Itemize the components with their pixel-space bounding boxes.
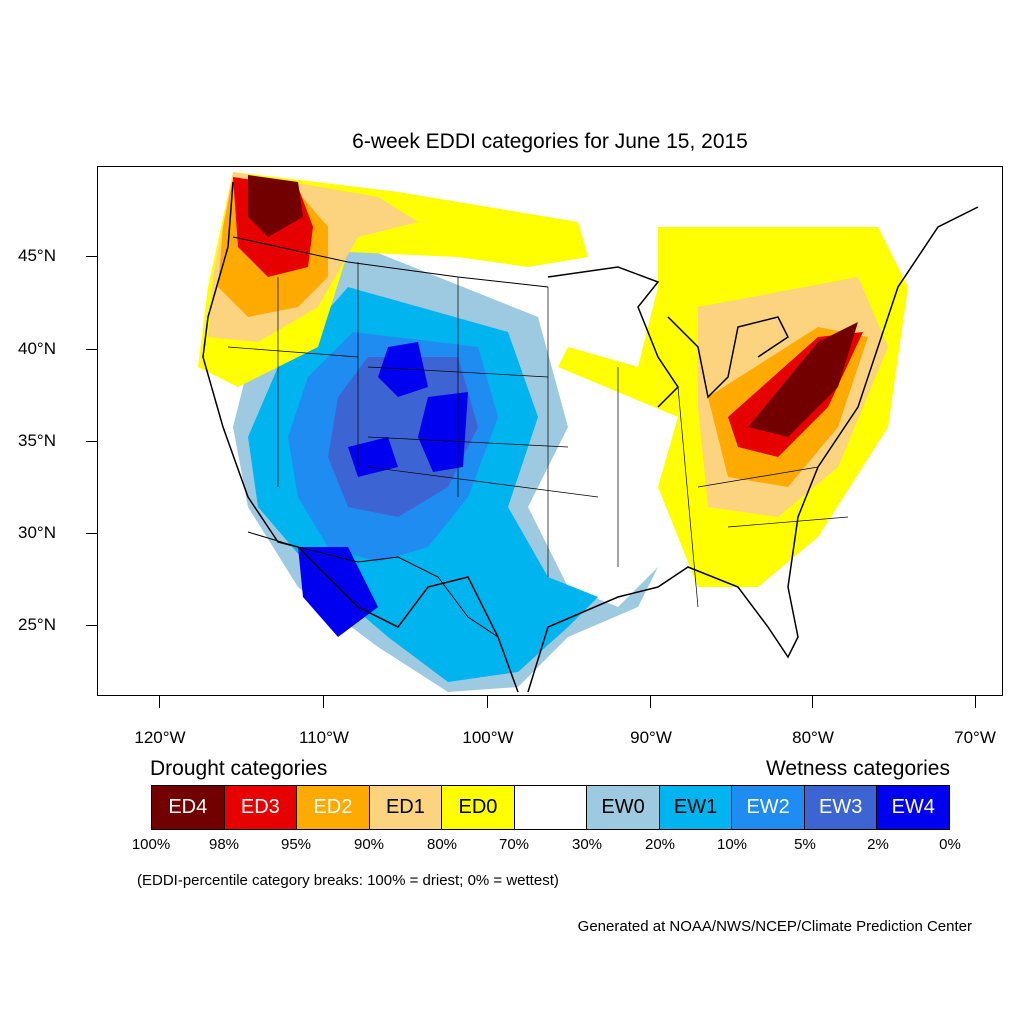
- wet-region-ew4-d: [348, 437, 398, 477]
- lon-label-120: 120°W: [134, 728, 186, 747]
- legend-swatch-ew0: EW0: [587, 786, 660, 829]
- legend-swatch-ew1: EW1: [659, 786, 733, 829]
- break-label: 98%: [208, 836, 240, 853]
- lon-tick: [323, 696, 324, 708]
- break-label: 0%: [939, 836, 961, 853]
- legend-swatch-ed1: ED1: [369, 786, 443, 829]
- border-canada: [232, 236, 549, 288]
- break-label: 70%: [498, 836, 530, 853]
- lat-tick: [86, 625, 97, 626]
- break-label: 95%: [280, 836, 312, 853]
- lon-label-110: 110°W: [299, 728, 349, 747]
- legend-swatch-ed3: ED3: [224, 786, 298, 829]
- dry-ne-ed4: [748, 322, 858, 437]
- drought-heading: Drought categories: [150, 757, 328, 780]
- legend-swatch-ed2: ED2: [297, 786, 370, 829]
- lon-label-70: 70°W: [954, 728, 996, 747]
- map-panel: [97, 166, 1003, 696]
- legend-swatch-ew4: EW4: [877, 786, 950, 829]
- map-title: 6-week EDDI categories for June 15, 2015: [352, 130, 748, 153]
- lon-tick: [487, 696, 488, 708]
- lat-label-45: 45°N: [18, 246, 56, 265]
- break-label: 80%: [426, 836, 458, 853]
- wet-region-ew4-b: [418, 392, 468, 472]
- wet-region-ew4-c: [298, 547, 378, 637]
- eddi-map: [198, 172, 979, 693]
- lat-label-25: 25°N: [18, 615, 56, 634]
- break-label: 90%: [353, 836, 385, 853]
- lat-tick: [86, 349, 97, 350]
- category-note: (EDDI-percentile category breaks: 100% =…: [137, 872, 559, 889]
- break-label: 20%: [644, 836, 676, 853]
- legend-swatch-ew2: EW2: [732, 786, 805, 829]
- legend-swatch-ed4: ED4: [152, 786, 225, 829]
- lat-label-30: 30°N: [18, 523, 56, 542]
- border-mexico: [247, 531, 499, 638]
- legend-swatch-ew3: EW3: [804, 786, 878, 829]
- wet-region-ew4-a: [378, 342, 428, 397]
- lon-tick: [975, 696, 976, 708]
- break-label: 10%: [716, 836, 748, 853]
- lon-label-80: 80°W: [792, 728, 834, 747]
- lon-tick: [812, 696, 813, 708]
- lat-tick: [86, 441, 97, 442]
- dry-nw-ed4: [248, 175, 303, 237]
- legend-colorbar: ED4 ED3 ED2 ED1 ED0 EW0 EW1 EW2 EW3 EW4: [151, 785, 950, 830]
- legend-swatch-ed0: ED0: [442, 786, 515, 829]
- lon-tick: [159, 696, 160, 708]
- break-label: 5%: [794, 836, 816, 853]
- lat-tick: [86, 533, 97, 534]
- legend-swatch-neutral: [514, 786, 588, 829]
- credit-line: Generated at NOAA/NWS/NCEP/Climate Predi…: [577, 918, 972, 935]
- break-label: 100%: [131, 836, 171, 853]
- state-lines: [227, 262, 849, 608]
- lon-label-100: 100°W: [462, 728, 514, 747]
- break-label: 30%: [571, 836, 603, 853]
- lon-label-90: 90°W: [630, 728, 672, 747]
- break-label: 2%: [867, 836, 889, 853]
- lat-label-35: 35°N: [18, 431, 56, 450]
- lat-label-40: 40°N: [18, 339, 56, 358]
- lat-tick: [86, 256, 97, 257]
- lon-tick: [650, 696, 651, 708]
- wetness-heading: Wetness categories: [765, 757, 950, 780]
